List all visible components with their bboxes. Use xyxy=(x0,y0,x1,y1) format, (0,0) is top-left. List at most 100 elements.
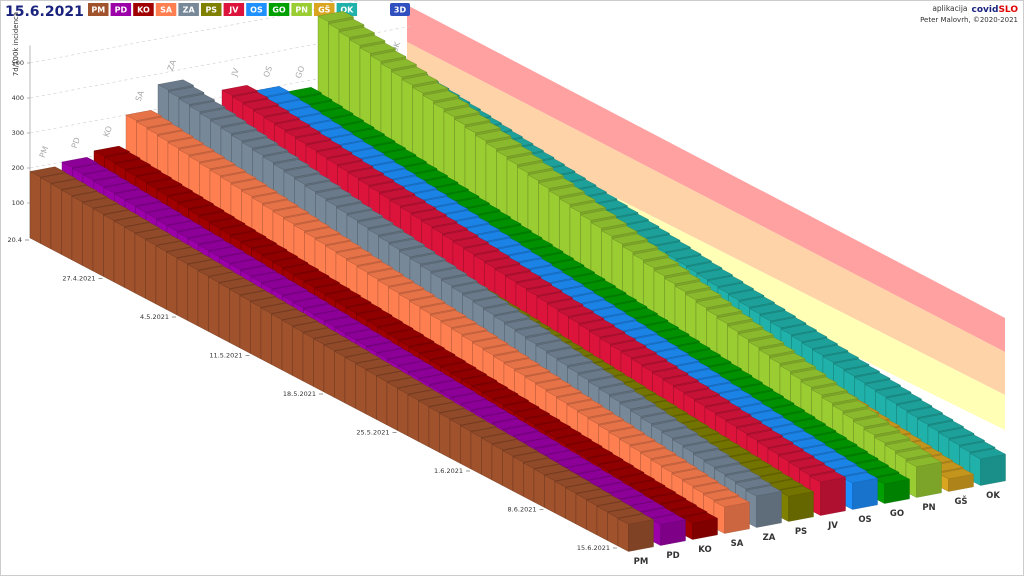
legend-swatch[interactable] xyxy=(110,3,132,16)
legend-swatch[interactable] xyxy=(201,3,222,16)
bar-top xyxy=(822,351,860,363)
bar-top xyxy=(293,220,331,232)
bar-top xyxy=(916,413,954,425)
view-toggle[interactable]: 3D xyxy=(390,3,410,16)
bar-top xyxy=(555,434,593,445)
bar-top xyxy=(401,74,439,86)
legend-item[interactable]: JV xyxy=(223,3,245,16)
bar-top xyxy=(664,248,702,260)
bar-top xyxy=(545,386,583,397)
legend-swatch[interactable] xyxy=(88,3,109,16)
legend-swatch[interactable] xyxy=(178,3,199,16)
bar-top xyxy=(450,368,488,380)
bar-top xyxy=(713,496,751,508)
bar-top xyxy=(670,506,708,517)
legend-item[interactable]: PD xyxy=(110,3,132,16)
legend-swatch[interactable] xyxy=(133,3,154,16)
bar-top xyxy=(314,188,352,200)
legend-item[interactable]: KO xyxy=(133,3,154,16)
bar-top xyxy=(514,326,552,337)
y-axis-label: 7d/100k incidenca xyxy=(12,12,20,76)
bar-top xyxy=(536,292,574,303)
bar-top xyxy=(639,448,677,459)
legend-label[interactable]: PD xyxy=(115,6,128,15)
bar-top xyxy=(780,324,818,335)
bar-top xyxy=(544,427,582,439)
legend-label[interactable]: GŠ xyxy=(318,4,331,15)
legend-label[interactable]: OK xyxy=(340,6,354,15)
bar-top xyxy=(811,344,849,356)
bar-side xyxy=(82,202,94,272)
legend-label[interactable]: PM xyxy=(91,6,105,15)
bar-side xyxy=(544,474,556,514)
bar-top xyxy=(725,416,763,427)
bar-side xyxy=(29,171,41,244)
legend-label[interactable]: KO xyxy=(137,6,150,15)
legend-label[interactable]: GO xyxy=(272,6,286,15)
bar xyxy=(617,513,655,552)
bar-top xyxy=(315,147,353,158)
bar-top xyxy=(92,176,130,188)
bar-top xyxy=(103,182,141,194)
bar xyxy=(905,456,943,498)
bar-top xyxy=(629,441,667,452)
legend-item[interactable]: SA xyxy=(155,3,177,16)
bar-top xyxy=(483,257,521,269)
view-button-label[interactable]: 3D xyxy=(394,6,407,15)
bar-top xyxy=(863,424,901,436)
bar-side xyxy=(376,375,388,426)
legend-label[interactable]: JV xyxy=(228,6,239,15)
bar-top xyxy=(410,209,448,220)
bar-top xyxy=(378,188,416,200)
legend-label[interactable]: OS xyxy=(250,6,263,15)
legend-swatch[interactable] xyxy=(314,3,335,16)
bar-top xyxy=(482,304,520,316)
bar-top xyxy=(125,110,163,121)
bar-top xyxy=(218,252,256,264)
app-label: aplikacija xyxy=(932,4,967,13)
view-button[interactable] xyxy=(390,3,410,16)
legend-item[interactable]: ZA xyxy=(178,3,199,16)
bar-top xyxy=(587,413,625,425)
bar-top xyxy=(801,338,839,349)
bar-top xyxy=(674,281,712,293)
bar-top xyxy=(534,420,572,432)
bar-top xyxy=(178,94,216,105)
bar-top xyxy=(885,393,923,404)
legend-item[interactable]: GO xyxy=(268,3,290,16)
bar-top xyxy=(429,355,467,367)
bar-top xyxy=(745,485,783,497)
legend-swatch[interactable] xyxy=(246,3,267,16)
legend-swatch[interactable] xyxy=(223,3,245,16)
legend-item[interactable]: GŠ xyxy=(314,3,335,16)
bar-top xyxy=(327,19,365,30)
bar-top xyxy=(789,368,827,380)
bar-top xyxy=(779,360,817,372)
legend-item[interactable]: OS xyxy=(246,3,267,16)
legend-swatch[interactable] xyxy=(291,3,312,16)
bar-top xyxy=(832,358,870,370)
bar-top xyxy=(546,298,584,310)
bar-top xyxy=(905,456,943,467)
legend-label[interactable]: PN xyxy=(295,6,308,15)
bar-top xyxy=(619,398,657,410)
legend-item[interactable]: PS xyxy=(201,3,222,16)
bar-top xyxy=(284,126,322,138)
legend-swatch[interactable] xyxy=(155,3,177,16)
legend-label[interactable]: SA xyxy=(160,6,173,15)
legend-item[interactable]: PN xyxy=(291,3,312,16)
bar-top xyxy=(271,284,309,296)
bar-top xyxy=(524,333,562,345)
bar-top xyxy=(544,450,582,462)
legend-label[interactable]: ZA xyxy=(183,6,196,15)
bar-top xyxy=(873,432,911,444)
bar-top xyxy=(387,282,425,294)
legend-swatch[interactable] xyxy=(268,3,290,16)
bar-top xyxy=(199,108,237,120)
legend-label[interactable]: PS xyxy=(205,6,217,15)
bar-top xyxy=(366,268,404,280)
bar-side xyxy=(166,251,178,316)
legend-item[interactable]: PM xyxy=(88,3,109,16)
bar-top xyxy=(503,318,541,330)
bar-top xyxy=(386,377,424,389)
